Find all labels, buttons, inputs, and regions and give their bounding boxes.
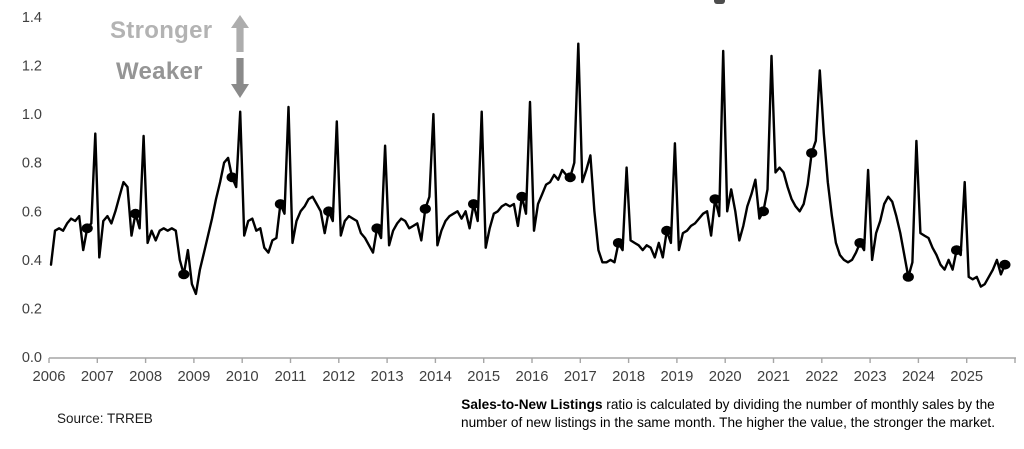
y-tick-label: 0.8 xyxy=(22,156,42,172)
october-marker-dot xyxy=(612,238,625,248)
x-tick-label: 2019 xyxy=(660,369,693,385)
x-tick-label: 2009 xyxy=(177,369,210,385)
october-marker-dot xyxy=(564,172,576,183)
x-tick-label: 2024 xyxy=(902,369,935,385)
footnote: Sales-to-New Listings ratio is calculate… xyxy=(439,396,1017,433)
x-tick-label: 2010 xyxy=(226,369,259,385)
october-marker-dot xyxy=(951,245,963,256)
x-tick-label: 2007 xyxy=(81,369,114,385)
cropped-title-fragment xyxy=(714,0,725,4)
y-tick-label: 0.2 xyxy=(22,301,42,317)
x-tick-label: 2017 xyxy=(564,369,597,385)
october-marker-dot xyxy=(902,272,914,282)
october-marker-dot xyxy=(371,223,383,234)
x-tick-label: 2012 xyxy=(322,369,355,385)
x-tick-label: 2011 xyxy=(275,369,307,385)
october-marker-dot xyxy=(757,206,770,217)
x-tick-label: 2025 xyxy=(950,369,983,385)
october-marker-dot xyxy=(274,199,286,209)
y-tick-label: 0.0 xyxy=(22,350,42,366)
x-tick-label: 2016 xyxy=(516,369,549,385)
october-marker-dot xyxy=(81,223,93,234)
y-tick-label: 0.4 xyxy=(22,253,42,269)
ratio-line-series xyxy=(49,42,1007,296)
x-tick-label: 2006 xyxy=(33,369,66,385)
y-tick-label: 1.2 xyxy=(22,59,42,75)
october-marker-dot xyxy=(226,172,238,183)
down-arrow-icon xyxy=(231,58,249,98)
source-label: Source: TRREB xyxy=(57,411,153,426)
stronger-label: Stronger xyxy=(110,17,213,44)
october-marker-dot xyxy=(854,238,866,248)
october-marker-dot xyxy=(323,206,335,217)
october-marker-dot xyxy=(709,194,721,205)
october-marker-dot xyxy=(806,148,818,158)
up-arrow-icon xyxy=(231,15,249,52)
weaker-label: Weaker xyxy=(116,58,203,85)
x-tick-label: 2023 xyxy=(854,369,887,385)
october-marker-dot xyxy=(999,259,1011,270)
footnote-bold: Sales-to-New Listings xyxy=(461,397,603,412)
x-tick-label: 2013 xyxy=(371,369,404,385)
x-tick-label: 2015 xyxy=(467,369,500,385)
october-marker-dot xyxy=(419,204,431,214)
october-marker-dot xyxy=(129,208,142,219)
y-tick-label: 0.6 xyxy=(22,204,42,220)
x-tick-label: 2008 xyxy=(129,369,162,385)
october-marker-dot xyxy=(178,269,190,280)
october-marker-dot xyxy=(661,225,673,236)
x-tick-label: 2021 xyxy=(757,369,790,385)
x-tick-label: 2014 xyxy=(419,369,452,385)
x-tick-label: 2020 xyxy=(709,369,742,385)
y-tick-label: 1.4 xyxy=(22,10,42,26)
x-tick-label: 2022 xyxy=(805,369,838,385)
y-tick-label: 1.0 xyxy=(22,107,42,123)
october-marker-dot xyxy=(468,199,480,209)
x-tick-label: 2018 xyxy=(612,369,645,385)
october-marker-dot xyxy=(516,191,528,202)
footnote-text: ratio is calculated by dividing the numb… xyxy=(461,397,995,431)
